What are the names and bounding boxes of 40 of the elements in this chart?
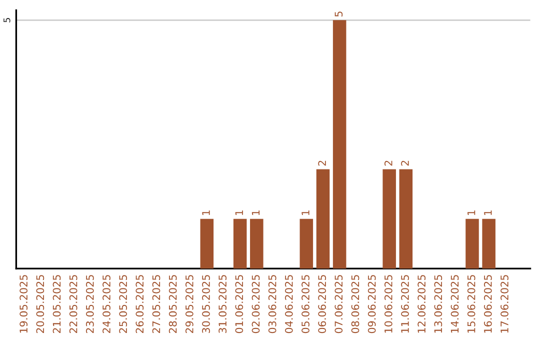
x-tick-label: 07.06.2025 (334, 275, 343, 334)
x-tick-label: 27.05.2025 (152, 275, 160, 334)
x-tick-label: 21.05.2025 (52, 275, 61, 334)
data-label: 5 (334, 12, 343, 17)
data-label: 1 (252, 210, 260, 215)
data-label: 1 (468, 210, 476, 215)
x-tick-label: 14.06.2025 (450, 275, 459, 333)
data-label: 1 (302, 210, 310, 215)
x-tick-label: 28.05.2025 (168, 275, 177, 334)
x-tick-label: 05.06.2025 (302, 275, 310, 334)
x-tick-label: 31.05.2025 (218, 275, 227, 334)
x-tick-label: 26.05.2025 (136, 275, 144, 334)
x-tick-label: 16.06.2025 (484, 275, 492, 333)
x-tick-label: 08.06.2025 (351, 275, 360, 334)
x-tick-label: 09.06.2025 (368, 275, 376, 334)
x-tick-label: 11.06.2025 (401, 275, 409, 333)
x-tick-label: 20.05.2025 (36, 275, 44, 334)
x-tick-label: 13.06.2025 (434, 275, 442, 333)
data-label: 1 (484, 210, 492, 215)
x-tick-label: 04.06.2025 (284, 275, 293, 334)
x-tick-label: 02.06.2025 (252, 275, 260, 334)
x-tick-label: 10.06.2025 (384, 275, 392, 333)
x-tick-label: 12.06.2025 (418, 275, 426, 333)
x-tick-label: 25.05.2025 (119, 275, 128, 334)
data-label: 2 (401, 160, 409, 166)
x-tick-label: 30.05.2025 (202, 275, 210, 334)
data-label: 1 (202, 210, 210, 215)
x-tick-label: 24.05.2025 (102, 275, 110, 334)
x-tick-label: 17.06.2025 (500, 275, 508, 333)
data-label: 1 (235, 210, 243, 215)
x-tick-label: 15.06.2025 (467, 275, 476, 333)
x-tick-label: 06.06.2025 (318, 275, 326, 334)
data-label: 2 (318, 160, 326, 166)
x-tick-label: 29.05.2025 (185, 275, 194, 334)
x-tick-label: 03.06.2025 (268, 275, 276, 334)
data-label: 2 (384, 160, 392, 166)
x-tick-label: 22.05.2025 (69, 275, 78, 334)
x-tick-label: 01.06.2025 (235, 275, 244, 334)
x-tick-label: 23.05.2025 (86, 275, 94, 334)
x-tick-label: 19.05.2025 (20, 275, 28, 333)
